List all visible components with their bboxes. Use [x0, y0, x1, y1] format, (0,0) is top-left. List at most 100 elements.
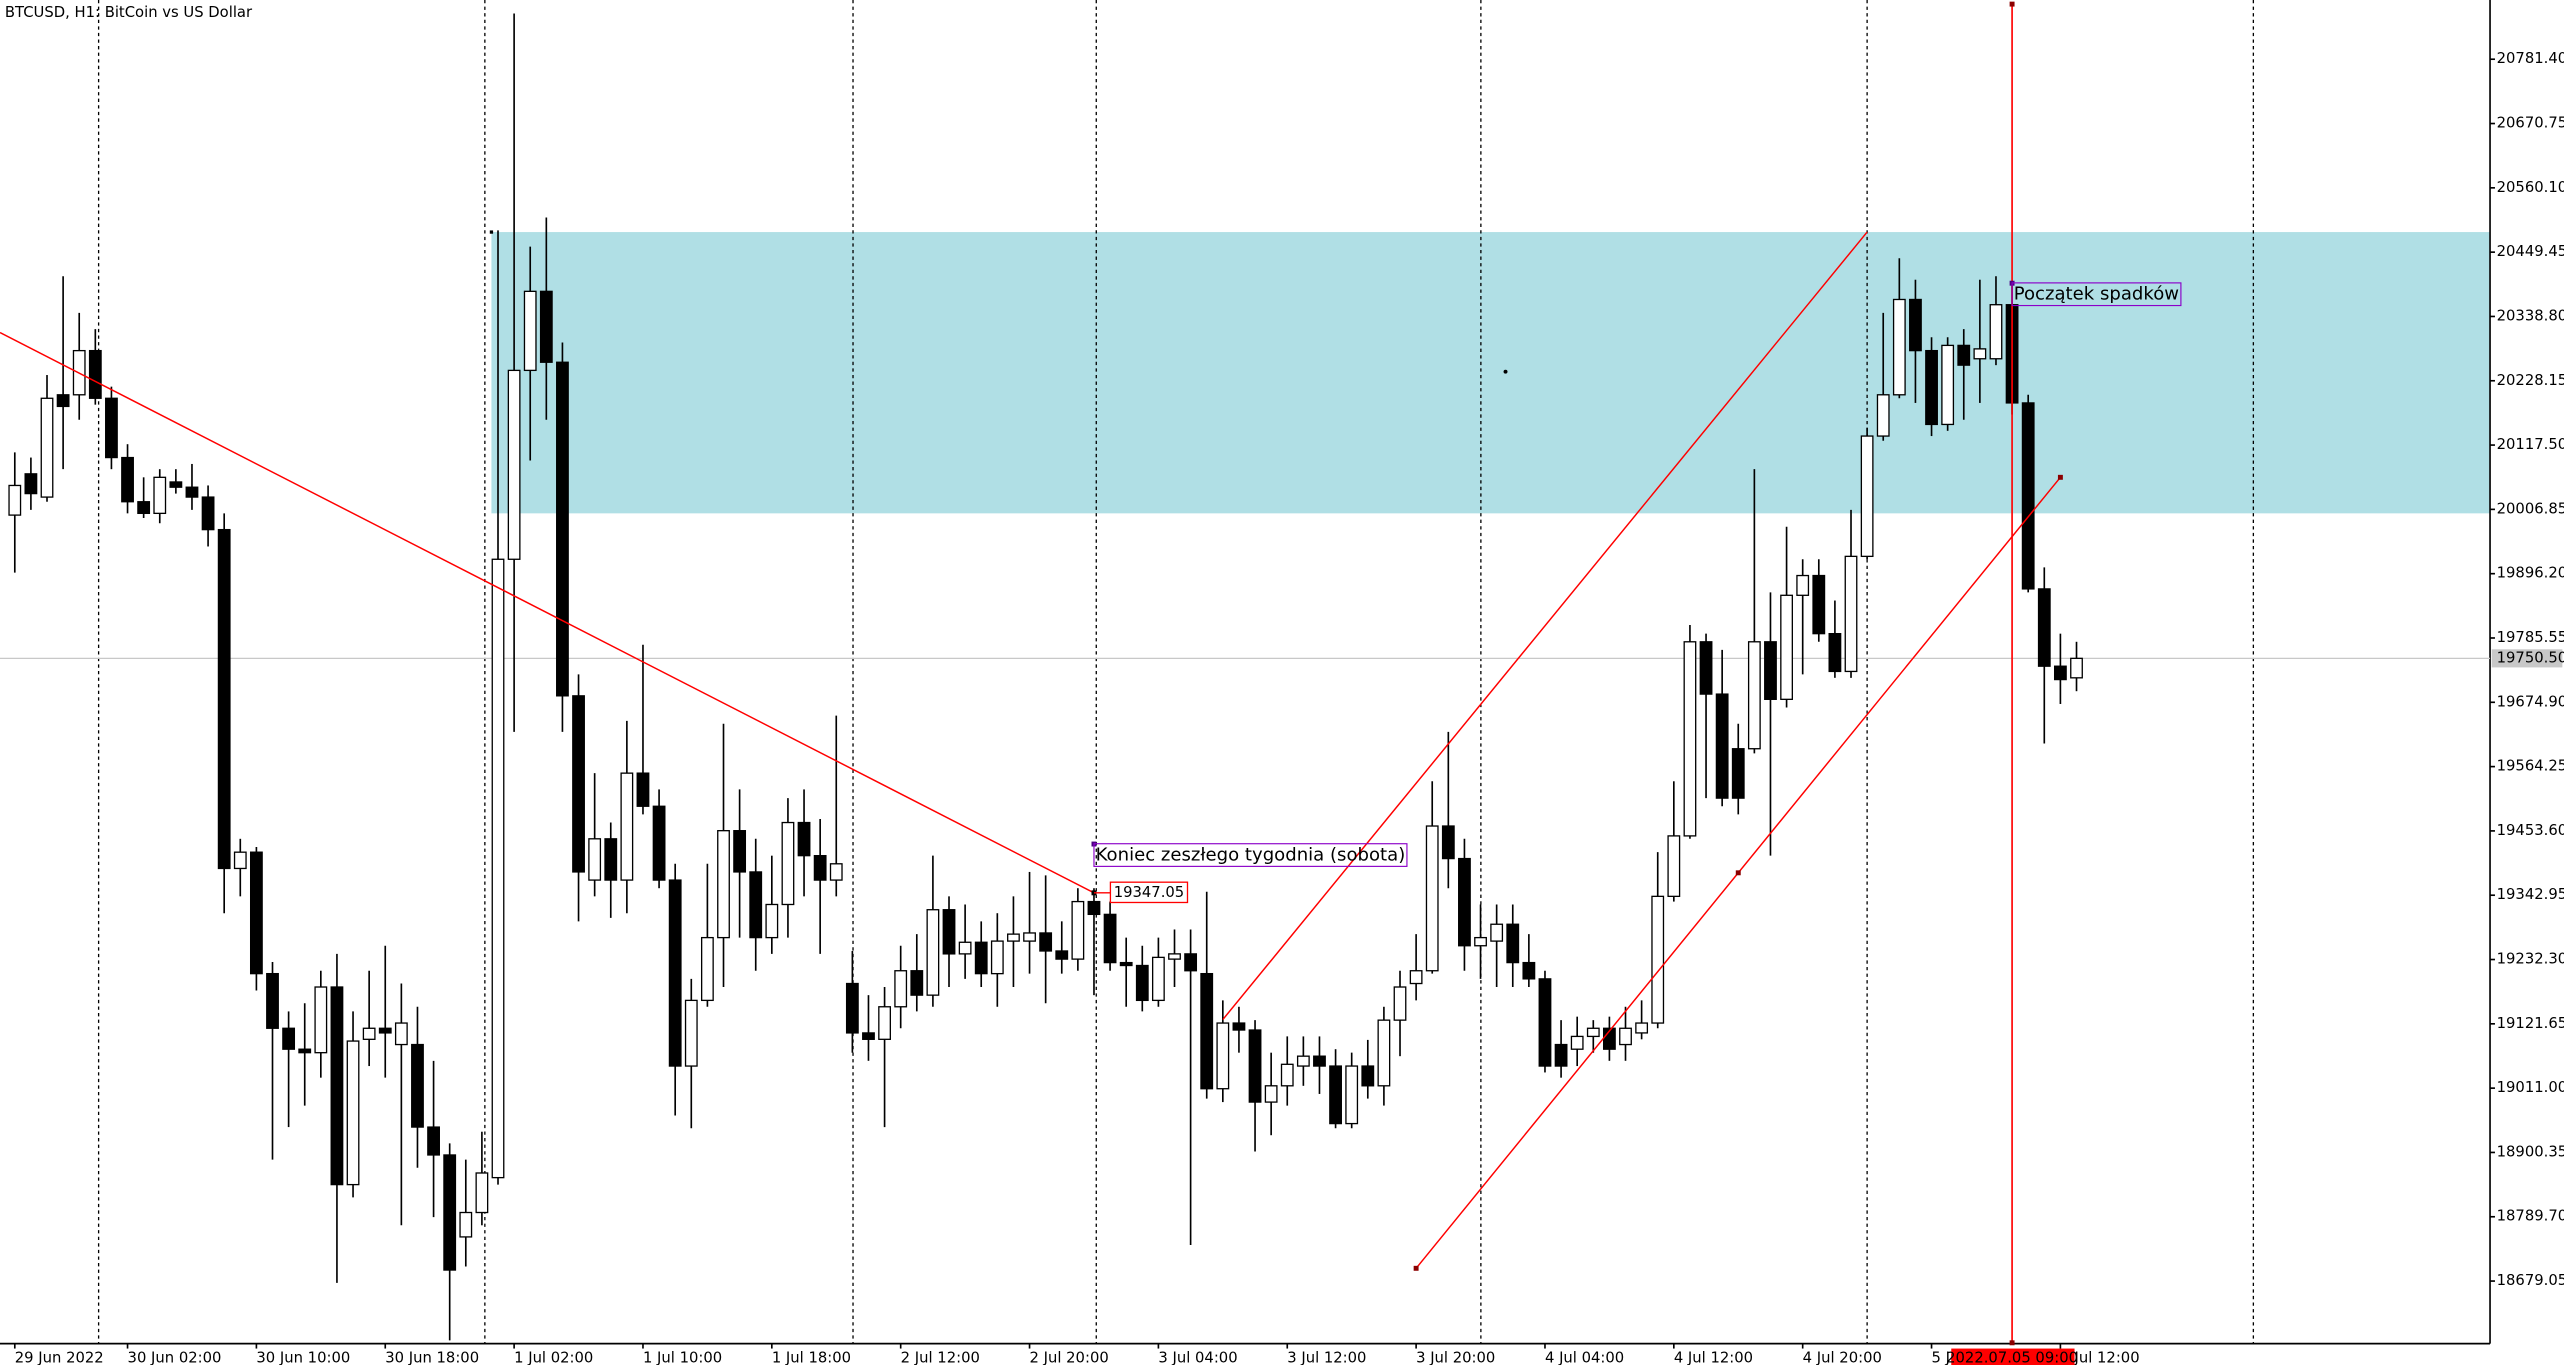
candle-body	[797, 821, 811, 857]
candle-body	[1747, 641, 1761, 750]
candle-body	[1909, 298, 1922, 352]
candle-body	[2021, 402, 2035, 590]
candle-body	[362, 1027, 376, 1040]
candle-body	[1876, 394, 1890, 437]
chart-title: BTCUSD, H1: BitCoin vs US Dollar	[5, 4, 253, 21]
candle-body	[588, 838, 602, 881]
candle-body	[1474, 936, 1487, 947]
candle-body	[1329, 1065, 1342, 1125]
y-tick-label: 19342.95	[2497, 886, 2564, 903]
y-tick-label: 20781.40	[2497, 50, 2564, 67]
candle-body	[1135, 964, 1149, 1002]
candle-body	[668, 879, 682, 1067]
candle-body	[491, 558, 505, 1179]
candle-body	[1989, 304, 2003, 360]
candle-body	[1023, 932, 1036, 942]
candle-body	[1409, 970, 1423, 985]
candle-body	[749, 871, 763, 939]
zone-layer	[491, 232, 2491, 514]
candle-body	[620, 772, 634, 881]
candle-body	[1232, 1022, 1246, 1031]
y-tick-label: 18900.35	[2497, 1143, 2564, 1160]
candle-body	[2037, 588, 2051, 667]
candle-body	[910, 970, 924, 996]
candle-body	[604, 838, 618, 881]
candle-body	[1635, 1022, 1649, 1034]
candle-body	[56, 394, 70, 408]
candle-body	[1957, 344, 1971, 366]
candle-body	[1039, 932, 1053, 952]
y-tick-label: 20560.10	[2497, 179, 2564, 196]
candle-body	[1377, 1019, 1391, 1087]
candle-body	[394, 1022, 408, 1046]
y-tick-label: 20117.50	[2497, 436, 2564, 453]
candle-body	[1973, 348, 1987, 360]
candle-body	[700, 936, 714, 1002]
candle-body	[974, 941, 988, 975]
candle-body	[330, 986, 344, 1186]
x-tick-label: 30 Jun 18:00	[385, 1349, 479, 1365]
candle-body	[556, 361, 569, 697]
trendline-handle	[2057, 474, 2063, 480]
candle-body	[1667, 835, 1681, 898]
candle-body	[411, 1043, 424, 1128]
candle-body	[1522, 961, 1536, 980]
candle-body	[781, 821, 795, 906]
candle-body	[1764, 641, 1777, 700]
candle-body	[298, 1048, 312, 1054]
y-tick-label: 19453.60	[2497, 822, 2564, 839]
candle-body	[1860, 435, 1874, 558]
candle-body	[1538, 978, 1552, 1067]
candle-body	[1570, 1035, 1584, 1050]
candle-body	[1119, 961, 1133, 967]
candle-body	[346, 1040, 360, 1186]
candle-body	[1361, 1065, 1375, 1087]
candle-body	[24, 473, 38, 495]
candle-body	[217, 528, 231, 870]
candle-body	[1715, 693, 1729, 799]
trendline-price-label: 19347.05	[1114, 884, 1185, 901]
vertical-line-handle	[2009, 1340, 2015, 1346]
candle-body	[378, 1027, 392, 1034]
candle-body	[862, 1032, 875, 1040]
candle-body	[1248, 1029, 1262, 1103]
candle-body	[813, 855, 827, 881]
candle-body	[1586, 1027, 1600, 1038]
x-tick-label: 3 Jul 20:00	[1416, 1349, 1495, 1365]
supply-zone	[491, 232, 2491, 514]
candle-body	[845, 982, 859, 1034]
candle-body	[105, 397, 118, 459]
x-tick-label: 2 Jul 12:00	[901, 1349, 980, 1365]
y-tick-label: 18789.70	[2497, 1208, 2564, 1225]
candle-body	[572, 695, 585, 873]
candle-body	[733, 830, 747, 873]
candle-body	[1844, 555, 1858, 673]
x-tick-label: 5 Jul 12:00	[2060, 1349, 2139, 1365]
candle-body	[1425, 825, 1439, 972]
candle-body	[1071, 900, 1085, 960]
candle-body	[1458, 857, 1471, 947]
candle-body	[427, 1126, 440, 1156]
candle-body	[1925, 349, 1938, 426]
trendline	[0, 331, 1095, 894]
candle-body	[507, 369, 521, 560]
candle-body	[459, 1211, 473, 1238]
candle-body	[153, 476, 167, 515]
candle-body	[878, 1006, 891, 1040]
candle-body	[88, 349, 102, 399]
y-tick-label: 20449.45	[2497, 243, 2564, 260]
candle-body	[475, 1172, 489, 1214]
candle-body	[539, 290, 553, 363]
candle-body	[1828, 632, 1842, 673]
candle-body	[958, 941, 972, 955]
candle-body	[40, 397, 54, 498]
trendline-handle	[1735, 870, 1741, 876]
candle-body	[926, 909, 940, 996]
candle-body	[942, 909, 956, 955]
candle-body	[1280, 1063, 1294, 1087]
y-tick-label: 19121.65	[2497, 1015, 2564, 1032]
candle-body	[1151, 956, 1165, 1002]
current-price-label: 19750.50	[2497, 649, 2564, 666]
candle-body	[8, 484, 22, 516]
